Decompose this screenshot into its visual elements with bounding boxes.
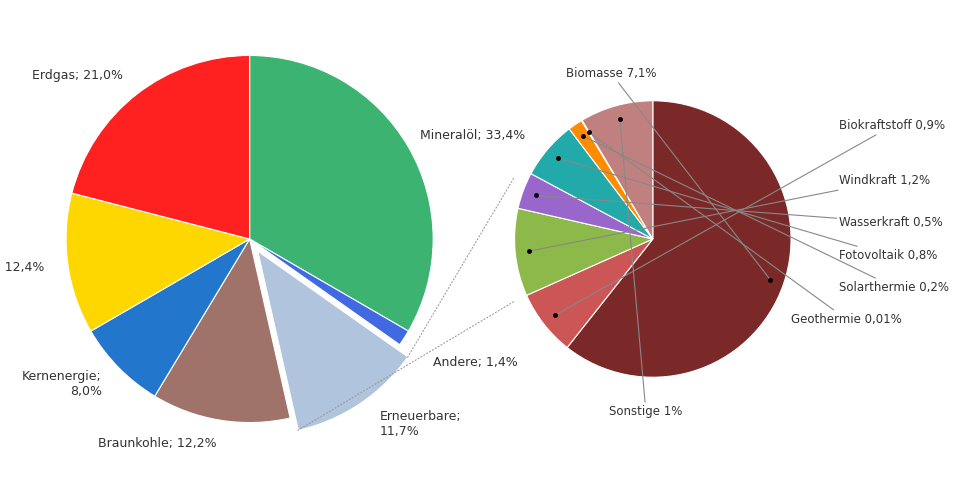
Wedge shape [527,239,653,348]
Text: Erdgas; 21,0%: Erdgas; 21,0% [32,68,123,82]
Text: Sonstige 1%: Sonstige 1% [610,119,683,418]
Text: Biomasse 7,1%: Biomasse 7,1% [566,67,770,280]
Wedge shape [250,239,408,345]
Wedge shape [569,120,653,239]
Text: Fotovoltaik 0,8%: Fotovoltaik 0,8% [558,158,938,262]
Wedge shape [582,101,653,239]
Wedge shape [518,174,653,239]
Text: Andere; 1,4%: Andere; 1,4% [433,356,517,369]
Text: Kernenergie;
8,0%: Kernenergie; 8,0% [22,370,102,398]
Wedge shape [91,239,250,396]
Wedge shape [258,251,408,430]
Text: Biokraftstoff 0,9%: Biokraftstoff 0,9% [555,119,946,315]
Wedge shape [250,55,433,331]
Text: Braunkohle; 12,2%: Braunkohle; 12,2% [98,437,217,450]
Wedge shape [515,208,653,295]
Text: Solarthermie 0,2%: Solarthermie 0,2% [583,136,949,294]
Text: Windkraft 1,2%: Windkraft 1,2% [529,174,930,251]
Text: Mineralöl; 33,4%: Mineralöl; 33,4% [420,129,525,142]
Wedge shape [531,129,653,239]
Wedge shape [567,101,791,377]
Text: Geothermie 0,01%: Geothermie 0,01% [588,132,901,326]
Wedge shape [72,55,250,239]
Text: Wasserkraft 0,5%: Wasserkraft 0,5% [537,196,943,229]
Wedge shape [155,239,290,423]
Wedge shape [582,120,653,239]
Text: Steinkohle; 12,4%: Steinkohle; 12,4% [0,261,44,274]
Wedge shape [66,193,250,331]
Text: Erneuerbare;
11,7%: Erneuerbare; 11,7% [379,410,461,437]
